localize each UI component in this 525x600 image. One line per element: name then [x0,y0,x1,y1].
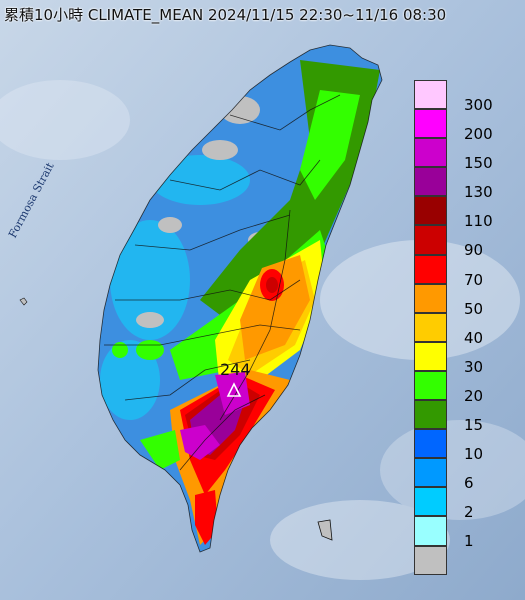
legend-row: 70 [414,254,513,289]
legend-label: 300 [464,96,493,114]
rainfall-legend: 300 200 150 130 110 90 70 50 40 30 20 15 10 6 2 1 [414,80,513,575]
legend-row: 10 [414,429,513,463]
legend-label: 70 [464,270,484,289]
legend-swatch [414,225,447,255]
legend-swatch [414,109,447,139]
legend-swatch [414,312,447,342]
map-title: 累積10小時 CLIMATE_MEAN 2024/11/15 22:30~11/… [4,6,447,24]
peak-value-label: 244 [220,360,251,379]
legend-swatch [414,80,447,110]
legend-swatch [414,458,447,488]
legend-swatch [414,138,447,168]
legend-row: 200 [414,109,513,143]
legend-swatch [414,341,447,371]
legend-row: 1 [414,516,513,550]
legend-label: 40 [464,328,484,347]
legend-row: 2 [414,487,513,521]
county-borders [97,44,383,553]
legend-label: 130 [464,183,493,202]
legend-swatch [414,429,447,459]
legend-row: 130 [414,167,513,201]
legend-label: 110 [464,212,493,231]
legend-swatch [414,516,447,546]
legend-row: 20 [414,370,513,405]
penghu-island [19,297,28,306]
legend-label: 6 [464,474,474,493]
legend-row: 6 [414,458,513,492]
green-island [317,519,333,541]
legend-swatch [414,545,447,575]
legend-label: 15 [464,416,484,435]
legend-row: 30 [414,341,513,376]
legend-label: 90 [464,241,484,260]
legend-swatch [414,370,447,401]
legend-row: 50 [414,283,513,318]
legend-row: 40 [414,312,513,347]
legend-row: 110 [414,196,513,230]
legend-swatch [414,400,447,430]
legend-swatch [414,487,447,517]
legend-label: 200 [464,125,493,144]
legend-row: 90 [414,225,513,259]
legend-label: 2 [464,503,474,522]
legend-row: 15 [414,400,513,434]
legend-row [414,545,513,575]
legend-row: 300 [414,80,513,114]
legend-label: 150 [464,154,493,173]
legend-row: 150 [414,138,513,172]
legend-label: 1 [464,532,474,551]
triangle-marker-icon [226,382,242,397]
legend-label: 50 [464,299,484,318]
legend-swatch [414,167,447,197]
legend-label: 30 [464,357,484,376]
legend-swatch [414,283,447,313]
legend-swatch [414,254,447,284]
legend-label: 10 [464,445,484,464]
legend-swatch [414,196,447,226]
legend-label: 20 [464,386,484,405]
